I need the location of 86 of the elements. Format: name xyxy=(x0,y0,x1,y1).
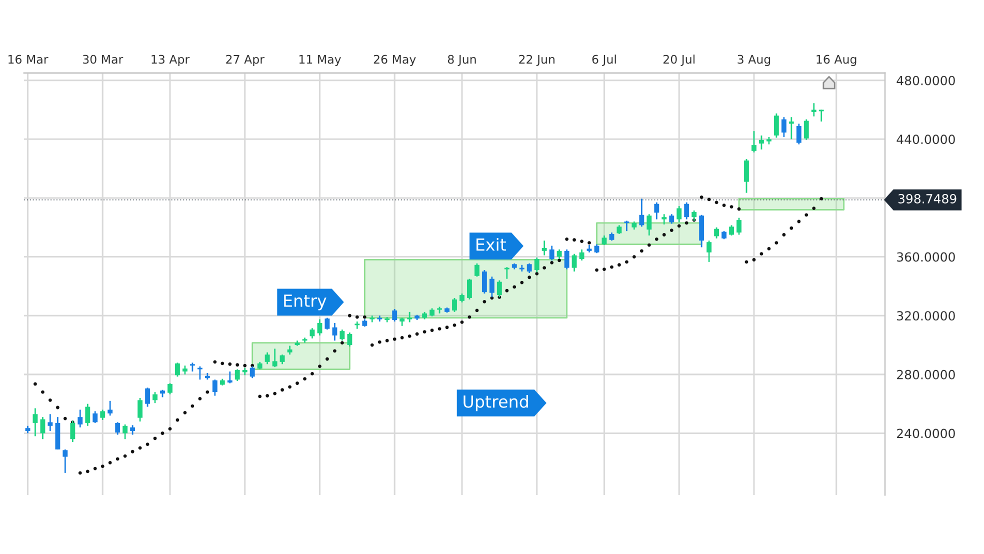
candlestick xyxy=(714,226,720,240)
y-tick-label: 360.0000 xyxy=(897,252,955,262)
annotation: Exit xyxy=(476,238,506,251)
x-tick-label: 26 May xyxy=(374,54,416,66)
candlestick xyxy=(317,318,322,336)
x-tick-label: 13 Apr xyxy=(152,54,190,66)
candlestick xyxy=(504,266,510,280)
candlestick xyxy=(624,220,630,232)
candlestick xyxy=(729,224,734,236)
candlestick xyxy=(639,198,644,228)
candlestick xyxy=(280,354,285,365)
ref-line-label: 398.7489 xyxy=(898,194,956,204)
y-tick-label: 280.0000 xyxy=(897,370,955,380)
candlestick xyxy=(744,158,749,194)
candlestick xyxy=(272,348,278,368)
candlestick xyxy=(572,253,577,272)
candlestick xyxy=(92,410,98,424)
candlestick xyxy=(234,368,240,382)
candlestick xyxy=(526,262,532,274)
candlestick xyxy=(706,240,712,263)
x-tick-label: 30 Mar xyxy=(82,54,124,64)
candlestick xyxy=(752,130,756,154)
candlestick xyxy=(250,366,255,379)
candlestick xyxy=(684,202,690,220)
candlestick xyxy=(774,112,779,138)
candlestick xyxy=(324,317,330,330)
candlestick xyxy=(347,332,352,348)
candlestick xyxy=(152,391,158,404)
candlestick xyxy=(736,217,742,236)
candlestick xyxy=(669,213,674,224)
candlestick xyxy=(108,400,113,416)
x-tick-label: 20 Jul xyxy=(663,54,695,66)
candlestick xyxy=(212,378,218,396)
annotation: Uptrend xyxy=(464,394,528,412)
candlestick xyxy=(122,424,128,440)
candlestick xyxy=(804,118,809,141)
x-tick-label: 11 May xyxy=(299,54,341,66)
y-tick-label: 320.0000 xyxy=(897,311,955,321)
x-tick-label: 6 Jul xyxy=(592,54,616,66)
candlestick xyxy=(602,234,607,246)
candlestick xyxy=(48,413,53,432)
candlestick xyxy=(489,276,494,298)
candlestick xyxy=(654,202,660,220)
x-tick-label: 16 Aug xyxy=(816,54,856,66)
candlestick xyxy=(788,116,794,140)
candlestick xyxy=(197,366,202,380)
candlestick xyxy=(332,322,338,342)
candlestick xyxy=(145,386,150,408)
candlestick xyxy=(168,382,172,395)
candlestick xyxy=(85,403,90,427)
candlestick xyxy=(467,278,472,300)
candlestick xyxy=(115,422,120,436)
y-tick-label: 240.0000 xyxy=(897,428,955,438)
x-tick-label: 22 Jun xyxy=(519,54,554,66)
candlestick xyxy=(227,370,232,384)
candlestick xyxy=(138,397,143,422)
candlestick xyxy=(781,116,786,138)
candlestick xyxy=(662,213,667,226)
candlestick xyxy=(62,448,68,474)
candlestick xyxy=(340,328,345,342)
candlestick xyxy=(32,408,38,437)
x-tick-label: 27 Apr xyxy=(226,54,264,66)
candlestick xyxy=(392,308,398,322)
candlestick xyxy=(40,416,46,440)
candlestick xyxy=(474,262,480,278)
candlestick xyxy=(676,205,682,223)
y-tick-label: 480.0000 xyxy=(896,76,955,86)
candlestick xyxy=(542,240,547,256)
annotation: Entry xyxy=(284,294,326,310)
candlestick xyxy=(264,352,270,365)
candlestick xyxy=(482,269,487,294)
candlestick xyxy=(407,311,412,323)
candlestick xyxy=(78,409,83,428)
y-tick-label: 440.0000 xyxy=(896,134,955,144)
candlestick xyxy=(758,134,764,150)
candlestick xyxy=(811,102,816,118)
x-tick-label: 16 Mar xyxy=(8,54,48,64)
candlestick xyxy=(175,362,180,378)
candlestick xyxy=(100,409,106,421)
candlestick xyxy=(564,248,570,270)
x-tick-label: 8 Jun xyxy=(448,54,476,66)
candlestick xyxy=(452,297,457,313)
x-tick-label: 3 Aug xyxy=(738,54,770,66)
candlestick xyxy=(130,424,136,436)
candlestick xyxy=(796,123,802,146)
candlestick xyxy=(646,213,652,236)
